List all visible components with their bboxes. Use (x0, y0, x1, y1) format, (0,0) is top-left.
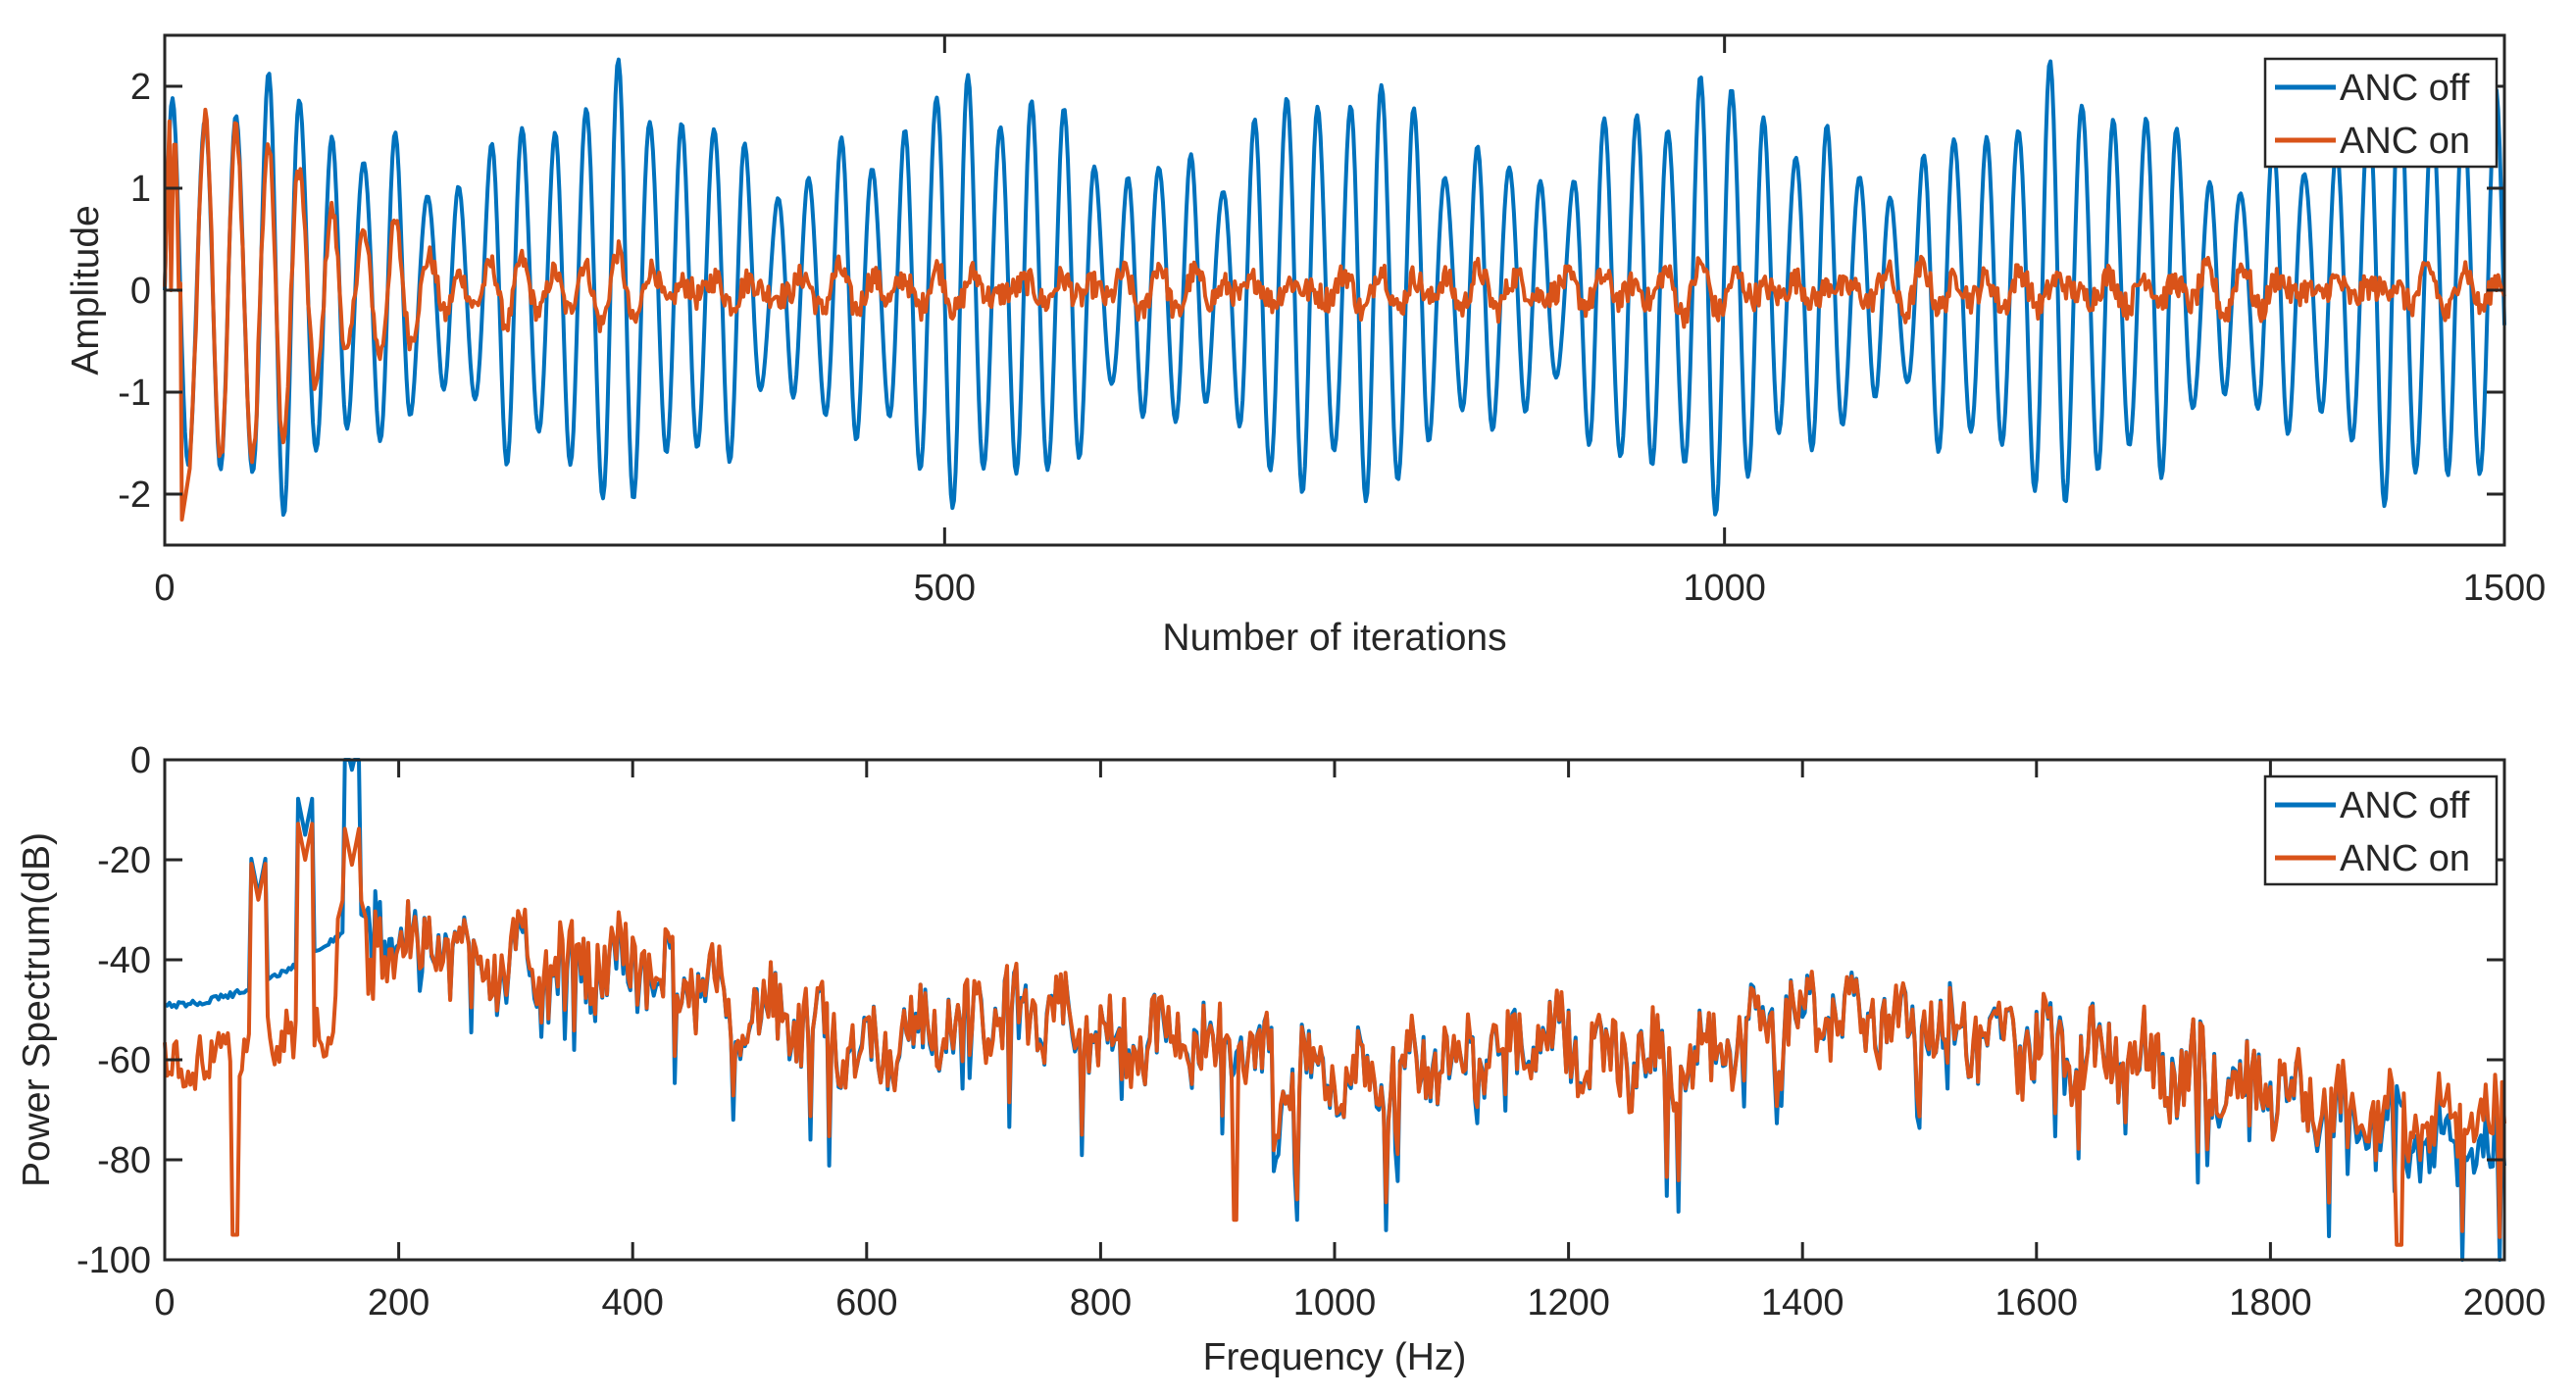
series-anc-off-line (163, 57, 2506, 518)
amplitude-plot: 0 500 1000 1500 -2 -1 0 1 2 Number of iterations… (65, 33, 2546, 659)
spectrum-xtick-label: 2000 (2463, 1282, 2547, 1324)
amplitude-xtick-label: 1000 (1683, 568, 1766, 609)
spectrum-ticks: 0 200 400 600 800 1000 1200 1400 1600 1800 2000 -10… (76, 740, 2546, 1324)
spectrum-legend: ANC off ANC on (2263, 774, 2499, 886)
spectrum-xtick-label: 1600 (1995, 1282, 2079, 1324)
spectrum-xtick-label: 800 (1070, 1282, 1132, 1324)
series-anc-on-line (163, 107, 2506, 522)
spectrum-legend-box (2263, 774, 2499, 886)
spectrum-ytick-label: -40 (97, 940, 151, 981)
amplitude-legend-box (2263, 57, 2499, 169)
spectrum-xtick-label: 200 (368, 1282, 429, 1324)
amplitude-ytick-label: 0 (130, 271, 151, 312)
spectrum-xtick-label: 1800 (2229, 1282, 2312, 1324)
spectrum-plot-area (165, 760, 2504, 1260)
spectrum-xtick-label: 400 (601, 1282, 663, 1324)
amplitude-ticks: 0 500 1000 1500 -2 -1 0 1 2 (118, 35, 2546, 609)
spectrum-ytick-label: -60 (97, 1040, 151, 1081)
spectrum-xlabel: Frequency (Hz) (1203, 1336, 1467, 1378)
amplitude-ytick-label: 1 (130, 169, 151, 210)
spectrum-legend-label-off: ANC off (2340, 785, 2470, 826)
spectrum-ylabel: Power Spectrum(dB) (16, 832, 58, 1187)
amplitude-legend: ANC off ANC on (2263, 57, 2499, 169)
amplitude-legend-label-off: ANC off (2340, 68, 2470, 109)
spectrum-xtick-label: 0 (154, 1282, 175, 1324)
spectrum-xtick-label: 1000 (1293, 1282, 1377, 1324)
amplitude-xlabel: Number of iterations (1162, 617, 1506, 659)
spectrum-legend-label-on: ANC on (2340, 838, 2470, 879)
amplitude-series-group (163, 57, 2506, 522)
series-anc-on-spectrum (163, 822, 2506, 1247)
spectrum-xtick-label: 600 (835, 1282, 897, 1324)
amplitude-legend-label-on: ANC on (2340, 121, 2470, 162)
amplitude-ytick-label: 2 (130, 67, 151, 108)
spectrum-ytick-label: 0 (130, 740, 151, 781)
amplitude-ytick-label: -1 (118, 373, 151, 414)
spectrum-xtick-label: 1400 (1761, 1282, 1844, 1324)
amplitude-xtick-label: 1500 (2463, 568, 2547, 609)
amplitude-ytick-label: -2 (118, 475, 151, 516)
amplitude-ylabel: Amplitude (65, 205, 107, 375)
spectrum-ytick-label: -100 (76, 1240, 151, 1281)
spectrum-xtick-label: 1200 (1527, 1282, 1610, 1324)
amplitude-xtick-label: 500 (914, 568, 976, 609)
spectrum-series-group (163, 758, 2506, 1262)
spectrum-ytick-label: -80 (97, 1140, 151, 1181)
spectrum-plot: 0 200 400 600 800 1000 1200 1400 1600 1800 2000 -10… (16, 740, 2546, 1378)
spectrum-ytick-label: -20 (97, 840, 151, 881)
amplitude-xtick-label: 0 (154, 568, 175, 609)
